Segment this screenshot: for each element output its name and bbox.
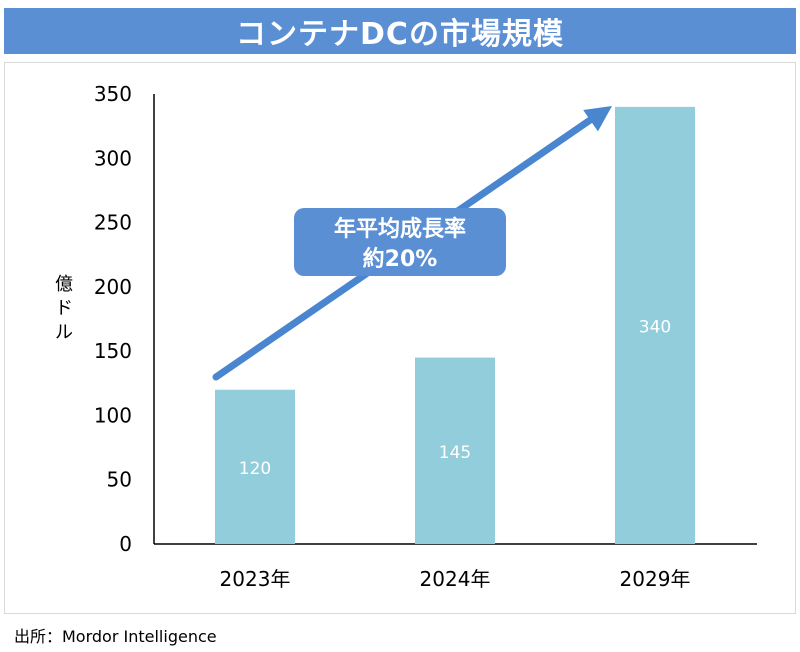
bar — [415, 357, 495, 544]
growth-annotation-line1: 年平均成長率 — [334, 216, 466, 242]
bar — [615, 106, 695, 544]
growth-annotation-line2: 約20% — [363, 246, 438, 272]
y-tick-label: 300 — [94, 146, 132, 170]
source-note: 出所：Mordor Intelligence — [14, 627, 217, 646]
y-tick-label: 150 — [94, 339, 132, 363]
y-tick-label: 0 — [119, 532, 132, 556]
y-axis-label: 億ドル — [55, 274, 73, 343]
y-tick-label: 200 — [94, 275, 132, 299]
page-title: コンテナDCの市場規模 — [236, 17, 564, 52]
x-tick-label: 2023年 — [220, 567, 291, 591]
bar — [215, 389, 295, 544]
growth-annotation-box — [294, 208, 506, 276]
data-label: 120 — [239, 459, 271, 479]
x-tick-label: 2029年 — [620, 567, 691, 591]
y-tick-label: 350 — [94, 82, 132, 106]
x-tick-label: 2024年 — [420, 567, 491, 591]
data-label: 145 — [439, 443, 471, 463]
y-tick-label: 250 — [94, 211, 132, 235]
title-banner: コンテナDCの市場規模 — [4, 8, 796, 54]
growth-arrow-head — [583, 106, 612, 132]
y-tick-label: 50 — [107, 468, 132, 492]
data-label: 340 — [639, 317, 671, 337]
y-tick-label: 100 — [94, 403, 132, 427]
